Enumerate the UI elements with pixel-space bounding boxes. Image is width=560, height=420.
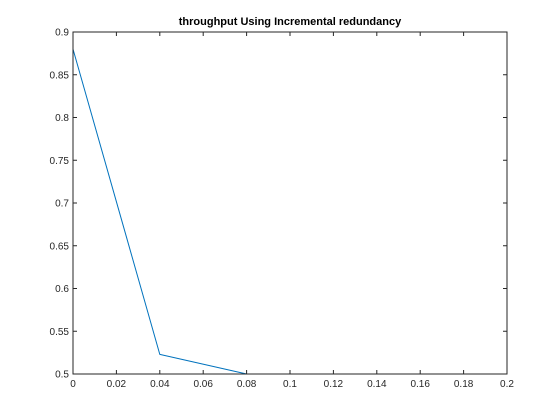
x-tick-label: 0.08: [237, 379, 257, 390]
y-tick-label: 0.6: [55, 284, 69, 295]
x-tick-label: 0.12: [324, 379, 344, 390]
x-tick-label: 0.2: [500, 379, 514, 390]
x-tick-label: 0: [70, 379, 76, 390]
x-tick-label: 0.02: [107, 379, 127, 390]
x-tick-label: 0.14: [367, 379, 387, 390]
axes-background: [73, 32, 507, 374]
y-tick-label: 0.8: [55, 113, 69, 124]
y-tick-label: 0.7: [55, 199, 69, 210]
x-tick-label: 0.16: [410, 379, 430, 390]
y-tick-label: 0.85: [50, 70, 70, 81]
y-tick-label: 0.9: [55, 28, 69, 39]
x-tick-label: 0.1: [283, 379, 297, 390]
x-tick-label: 0.18: [454, 379, 474, 390]
y-tick-label: 0.65: [50, 241, 70, 252]
axes-box: [72, 31, 508, 375]
y-tick-label: 0.5: [55, 370, 69, 381]
chart-title: throughput Using Incremental redundancy: [179, 16, 402, 28]
x-tick-label: 0.06: [193, 379, 213, 390]
y-tick-label: 0.55: [50, 327, 70, 338]
tick-layer: 0 0.02 0.04 0.06 0.08 0.1 0.12 0.14 0.16 0.18 0.2 0…: [50, 28, 515, 391]
x-tick-label: 0.04: [150, 379, 170, 390]
y-tick-label: 0.75: [50, 156, 70, 167]
